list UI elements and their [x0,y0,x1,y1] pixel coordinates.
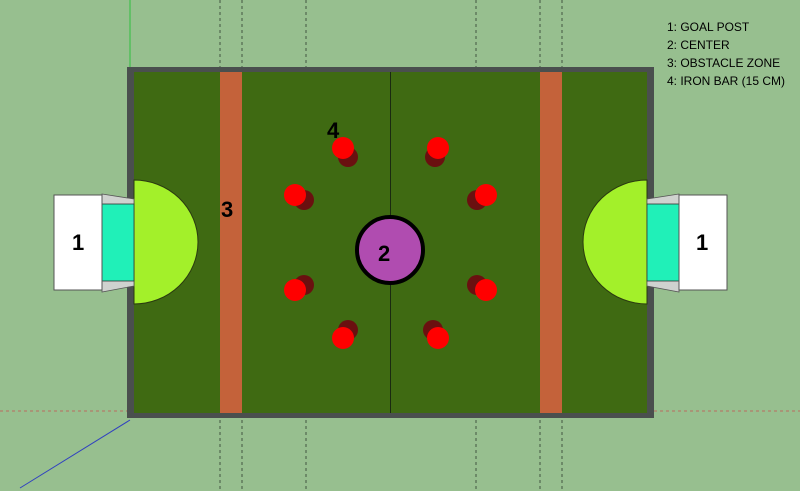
playing-field [127,67,654,418]
iron-bar [284,275,314,301]
iron-bar [332,137,358,167]
goal-area-right [582,179,648,305]
legend-item-obstacle-zone: 3: OBSTACLE ZONE [667,56,780,70]
iron-bar [423,320,449,349]
goal-box-left [101,203,135,282]
label-goal-right: 1 [696,230,708,255]
label-center: 2 [378,241,390,266]
blue-axis-line [19,419,131,489]
label-obstacle-zone: 3 [221,197,233,222]
goal-box-right [646,203,680,282]
iron-bar [425,137,449,167]
goal-left [53,179,199,305]
goal-right [582,179,728,305]
iron-bar [332,320,358,349]
obstacle-strip-right [540,72,562,413]
iron-bar [467,184,497,210]
iron-bar [467,275,497,301]
iron-bars [284,137,497,349]
legend-item-iron-bar: 4: IRON BAR (15 CM) [667,74,785,88]
iron-bar [284,184,314,210]
legend: 1: GOAL POST 2: CENTER 3: OBSTACLE ZONE … [667,20,785,88]
center-circle [355,215,425,285]
label-goal-left: 1 [72,230,84,255]
goal-post-left [53,194,103,291]
legend-item-center: 2: CENTER [667,38,730,52]
goal-post-right [678,194,728,291]
label-iron-bar: 4 [327,118,340,143]
obstacle-strip-left [220,72,242,413]
goal-area-left [133,179,199,305]
legend-item-goal-post: 1: GOAL POST [667,20,750,34]
